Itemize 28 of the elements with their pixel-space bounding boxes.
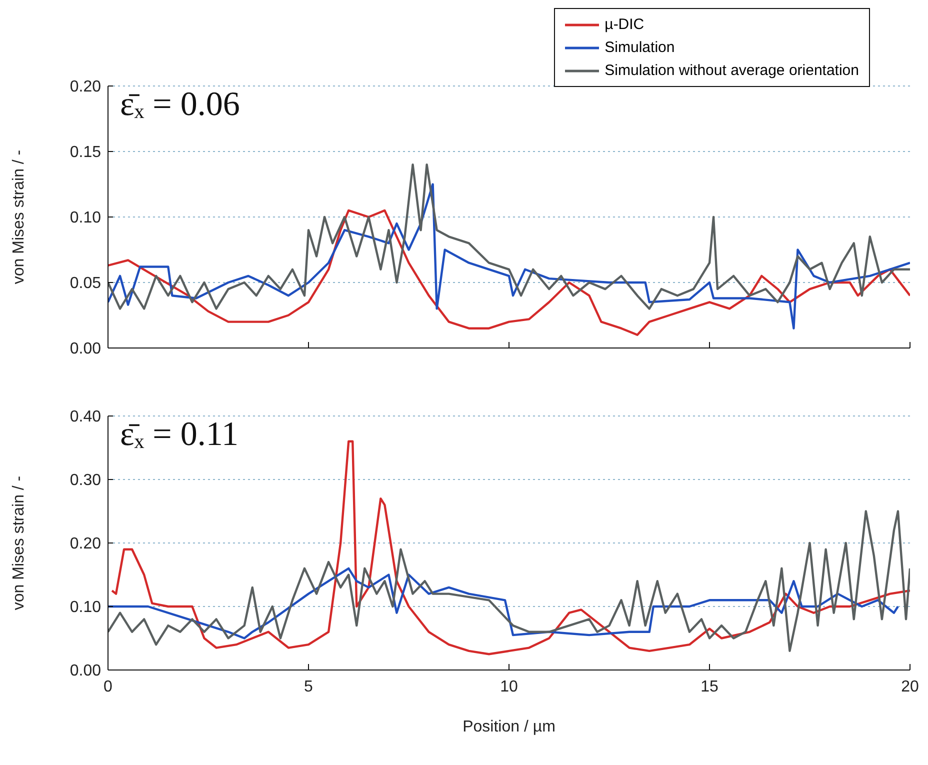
- x-tick-label: 5: [304, 678, 314, 696]
- y-tick-label: 0.00: [70, 340, 102, 358]
- y-tick-label: 0.10: [70, 210, 102, 227]
- y-tick-label: 0.15: [70, 144, 102, 162]
- y-tick-label: 0.40: [70, 408, 102, 426]
- legend-label: µ-DIC: [604, 16, 644, 33]
- y-tick-label: 0.20: [70, 536, 102, 553]
- y-tick-label: 0.20: [70, 78, 102, 96]
- line-series: [108, 209, 910, 336]
- x-tick-label: 20: [901, 678, 919, 696]
- x-tick-label: 15: [700, 678, 718, 696]
- line-series: [108, 510, 910, 652]
- annotation: ε̄ₓ = 0.06: [120, 86, 240, 123]
- line-series: [108, 164, 910, 310]
- y-tick-label: 0.00: [70, 662, 102, 680]
- legend-label: Simulation: [604, 39, 675, 56]
- line-series: [108, 567, 900, 640]
- x-tick-label: 10: [500, 678, 518, 696]
- line-series: [108, 183, 910, 330]
- x-axis-title: Position / µm: [462, 718, 556, 736]
- y-tick-label: 0.10: [70, 599, 102, 616]
- y-tick-label: 0.05: [70, 275, 102, 292]
- legend-label: Simulation without average orientation: [604, 62, 859, 79]
- annotation: ε̄ₓ = 0.11: [120, 416, 239, 453]
- y-axis-title: von Mises strain / -: [10, 150, 28, 284]
- y-axis-title: von Mises strain / -: [10, 476, 28, 610]
- y-tick-label: 0.30: [70, 472, 102, 490]
- x-tick-label: 0: [104, 678, 113, 696]
